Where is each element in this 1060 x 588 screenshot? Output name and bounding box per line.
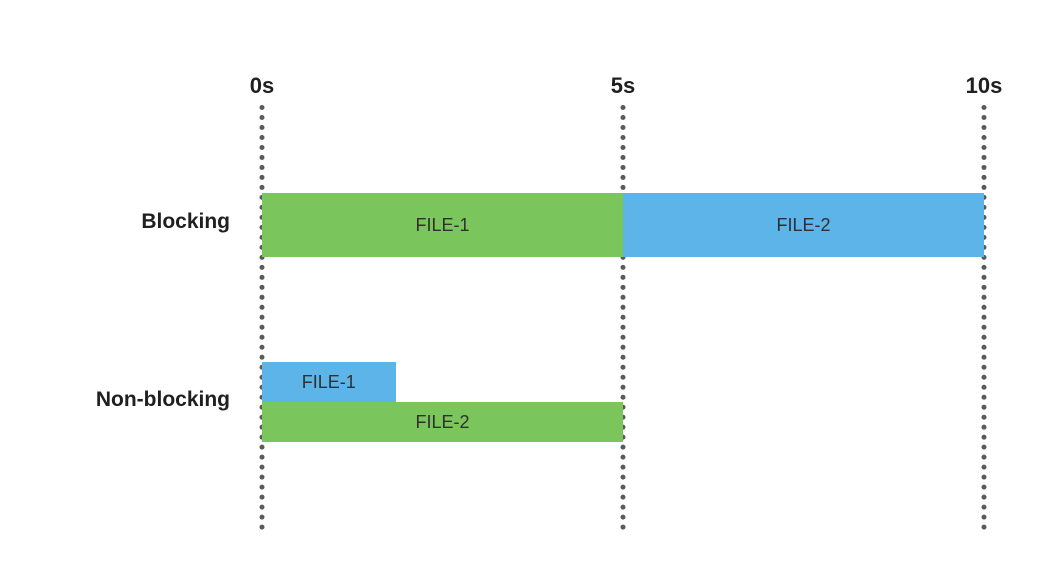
bar-label: FILE-1: [415, 215, 469, 236]
guideline-10s: [982, 105, 987, 530]
bar-blocking-file2: FILE-2: [623, 193, 984, 257]
bar-nonblocking-file1: FILE-1: [262, 362, 396, 402]
bar-nonblocking-file2: FILE-2: [262, 402, 623, 442]
tick-label-5s: 5s: [611, 73, 635, 99]
bar-blocking-file1: FILE-1: [262, 193, 623, 257]
row-label-blocking: Blocking: [141, 210, 230, 234]
bar-label: FILE-2: [776, 215, 830, 236]
timeline-diagram: { "layout": { "width": 1060, "height": 5…: [0, 0, 1060, 588]
bar-label: FILE-2: [415, 412, 469, 433]
bar-label: FILE-1: [302, 372, 356, 393]
guideline-0s: [260, 105, 265, 530]
tick-label-0s: 0s: [250, 73, 274, 99]
guideline-5s: [621, 105, 626, 530]
tick-label-10s: 10s: [966, 73, 1003, 99]
row-label-nonblocking: Non-blocking: [96, 388, 230, 412]
